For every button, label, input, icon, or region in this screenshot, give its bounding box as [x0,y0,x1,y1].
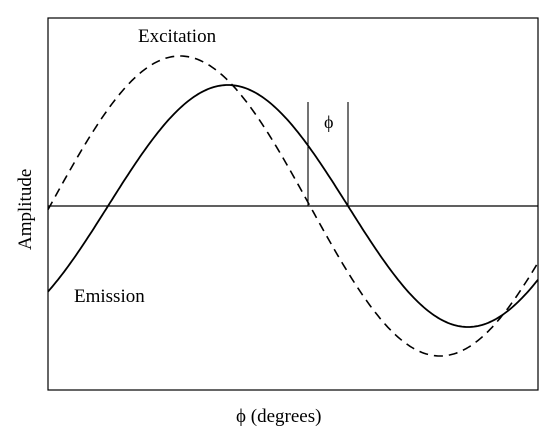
emission-label: Emission [74,286,145,307]
y-axis-label: Amplitude [15,169,36,250]
x-axis-label: ϕ (degrees) [236,406,321,427]
phase-shift-label: ϕ [324,112,333,132]
emission-curve [47,84,539,328]
excitation-label: Excitation [138,26,217,47]
plot-frame [47,17,539,391]
excitation-curve [47,55,539,357]
